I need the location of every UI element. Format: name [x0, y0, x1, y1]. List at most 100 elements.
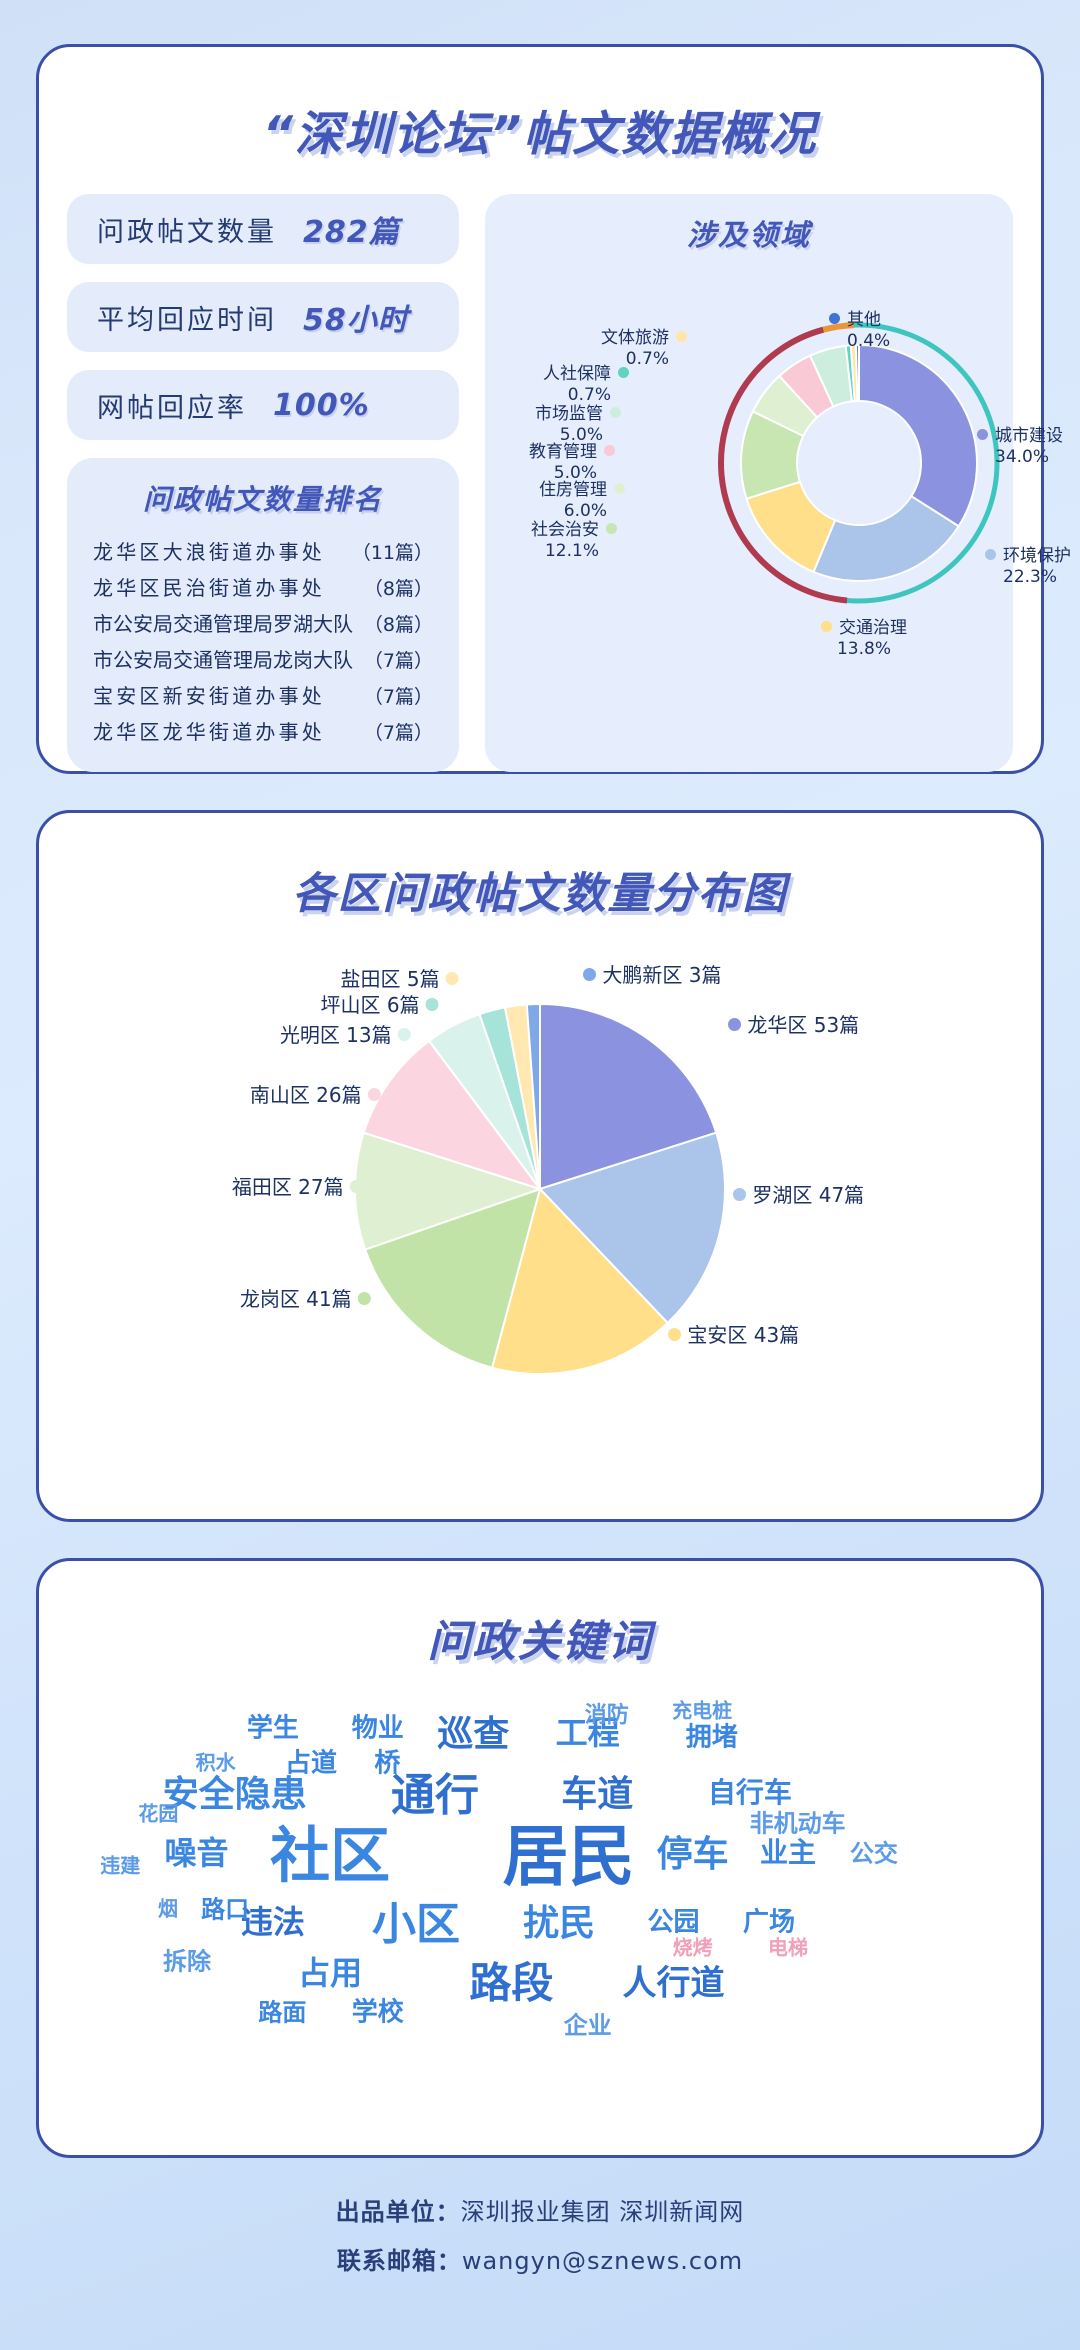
stat-label: 问政帖文数量	[97, 216, 277, 248]
keyword: 扰民	[523, 1902, 596, 1944]
keyword: 拆除	[163, 1947, 212, 1975]
domain-donut-panel: 涉及领域 城市建设 34.0% 环境保护 22.3% 交通治理 13.8% 社会治安 12.1…	[485, 194, 1071, 772]
pie-slice	[362, 1039, 543, 1191]
ranking-row: 龙华区大浪街道办事处 （11篇）	[89, 532, 437, 568]
keyword: 自行车	[707, 1775, 792, 1809]
ranking-name: 龙华区民治街道办事处	[93, 575, 325, 600]
keywords-title: 问政关键词	[427, 1617, 653, 1667]
ranking-count: （7篇）	[363, 649, 433, 672]
ranking-count: （11篇）	[351, 541, 433, 564]
donut-label: 交通治理 13.8%	[821, 618, 907, 661]
donut-label: 城市建设 34.0%	[977, 426, 1063, 469]
ranking-name: 龙华区大浪街道办事处	[93, 539, 325, 564]
donut-label: 其他 0.4%	[829, 310, 890, 353]
ranking-name: 宝安区新安街道办事处	[93, 683, 325, 708]
keyword: 非机动车	[749, 1809, 846, 1838]
legend-dot	[358, 1292, 371, 1305]
keyword: 路面	[258, 1998, 307, 2027]
districts-title: 各区问政帖文数量分布图	[292, 869, 788, 919]
ranking-name: 市公安局交通管理局龙岗大队	[93, 647, 353, 672]
donut-label: 市场监管 5.0%	[535, 404, 621, 447]
stat-post-count: 问政帖文数量 282篇	[67, 194, 459, 264]
pie-slice	[490, 1187, 670, 1375]
district-pie-svg	[354, 1002, 726, 1375]
keyword: 企业	[563, 2011, 612, 2040]
keyword: 居民	[502, 1818, 635, 1895]
keyword: 花园	[138, 1801, 179, 1826]
footer-producer-label: 出品单位：	[335, 2198, 461, 2226]
donut-chart-title: 涉及领域	[686, 218, 811, 252]
ranking-count: （8篇）	[363, 613, 433, 636]
stat-label: 平均回应时间	[97, 304, 277, 336]
legend-dot	[398, 1028, 411, 1041]
pie-slice	[538, 1131, 726, 1325]
legend-dot	[368, 1088, 381, 1101]
donut-chart: 城市建设 34.0% 环境保护 22.3% 交通治理 13.8% 社会治安 12.1% 住房管理…	[499, 258, 1071, 688]
keyword: 占用	[298, 1954, 363, 1993]
keyword: 社区	[270, 1821, 391, 1892]
legend-dot	[618, 367, 629, 378]
keywords-card: 问政关键词 居民 社区 通行 小区 路段 安全隐患 车道 停车 扰民 人行道 巡查 噪音 违法 占用 工程自…	[36, 1558, 1044, 2158]
donut-slice	[812, 494, 961, 582]
keyword: 学校	[351, 1997, 404, 2028]
pie-label: 宝安区 43篇	[668, 1319, 799, 1348]
legend-dot	[606, 523, 617, 534]
keyword: 安全隐患	[162, 1773, 307, 1815]
ranking-count: （7篇）	[363, 721, 433, 744]
pie-label: 大鹏新区 3篇	[583, 959, 721, 988]
word-cloud: 居民 社区 通行 小区 路段 安全隐患 车道 停车 扰民 人行道 巡查 噪音 违法 占用 工程 自行车 业主 公园…	[63, 1679, 1017, 2109]
legend-dot	[821, 621, 832, 632]
keyword: 电梯	[768, 1935, 809, 1960]
keyword: 占道	[285, 1748, 338, 1779]
legend-dot	[829, 313, 840, 324]
ranking-name: 龙华区龙华街道办事处	[93, 719, 325, 744]
ranking-row: 宝安区新安街道办事处 （7篇）	[89, 676, 437, 712]
keyword: 车道	[561, 1773, 634, 1815]
overview-body: 问政帖文数量 282篇 平均回应时间 58小时 网帖回应率 100% 问政帖文数…	[67, 194, 1071, 772]
keyword: 噪音	[164, 1834, 229, 1872]
legend-dot	[676, 331, 687, 342]
donut-chart-svg	[718, 322, 1000, 604]
keyword: 小区	[371, 1898, 460, 1950]
ranking-count: （7篇）	[363, 685, 433, 708]
donut-label: 人社保障 0.7%	[543, 364, 629, 407]
keyword: 拥堵	[685, 1722, 738, 1753]
pie-label: 福田区 27篇	[232, 1171, 363, 1200]
stat-value: 282篇	[303, 215, 400, 250]
donut-slice	[855, 343, 860, 403]
keyword: 业主	[760, 1836, 817, 1869]
keyword: 违建	[100, 1853, 141, 1878]
districts-card: 各区问政帖文数量分布图 龙华区 53篇 罗湖区 47篇 宝安区 43篇 龙岗区 4…	[36, 810, 1044, 1522]
donut-slice	[858, 343, 978, 528]
legend-dot	[610, 407, 621, 418]
keyword: 巡查	[437, 1713, 510, 1755]
footer-producer-value: 深圳报业集团 深圳新闻网	[460, 2198, 745, 2226]
ranking-row: 龙华区龙华街道办事处 （7篇）	[89, 712, 437, 748]
donut-label: 住房管理 6.0%	[539, 480, 625, 523]
keyword: 公园	[647, 1907, 700, 1938]
pie-slice	[525, 1002, 541, 1190]
footer: 出品单位：深圳报业集团 深圳新闻网 联系邮箱：wangyn@sznews.com	[36, 2192, 1044, 2276]
ranking-row: 市公安局交通管理局龙岗大队 （7篇）	[89, 640, 437, 676]
footer-email-label: 联系邮箱：	[336, 2247, 462, 2275]
legend-dot	[977, 429, 988, 440]
footer-email-value: wangyn@sznews.com	[461, 2247, 744, 2275]
keyword: 停车	[656, 1834, 729, 1875]
stat-avg-response-time: 平均回应时间 58小时	[67, 282, 459, 352]
keyword: 工程	[555, 1713, 620, 1752]
stat-label: 网帖回应率	[97, 392, 247, 424]
keyword: 消防	[584, 1703, 629, 1729]
ranking-row: 龙华区民治街道办事处 （8篇）	[89, 568, 437, 604]
legend-dot	[985, 549, 996, 560]
legend-dot	[728, 1018, 741, 1031]
donut-label: 社会治安 12.1%	[531, 520, 617, 563]
pie-label: 龙华区 53篇	[728, 1009, 859, 1038]
keyword: 公交	[849, 1839, 898, 1868]
pie-label: 南山区 26篇	[250, 1079, 381, 1108]
ranking-name: 市公安局交通管理局罗湖大队	[93, 611, 353, 636]
keyword: 烟	[157, 1896, 178, 1921]
pie-label: 光明区 13篇	[280, 1019, 411, 1048]
legend-dot	[426, 998, 439, 1011]
keyword: 人行道	[622, 1963, 725, 2004]
